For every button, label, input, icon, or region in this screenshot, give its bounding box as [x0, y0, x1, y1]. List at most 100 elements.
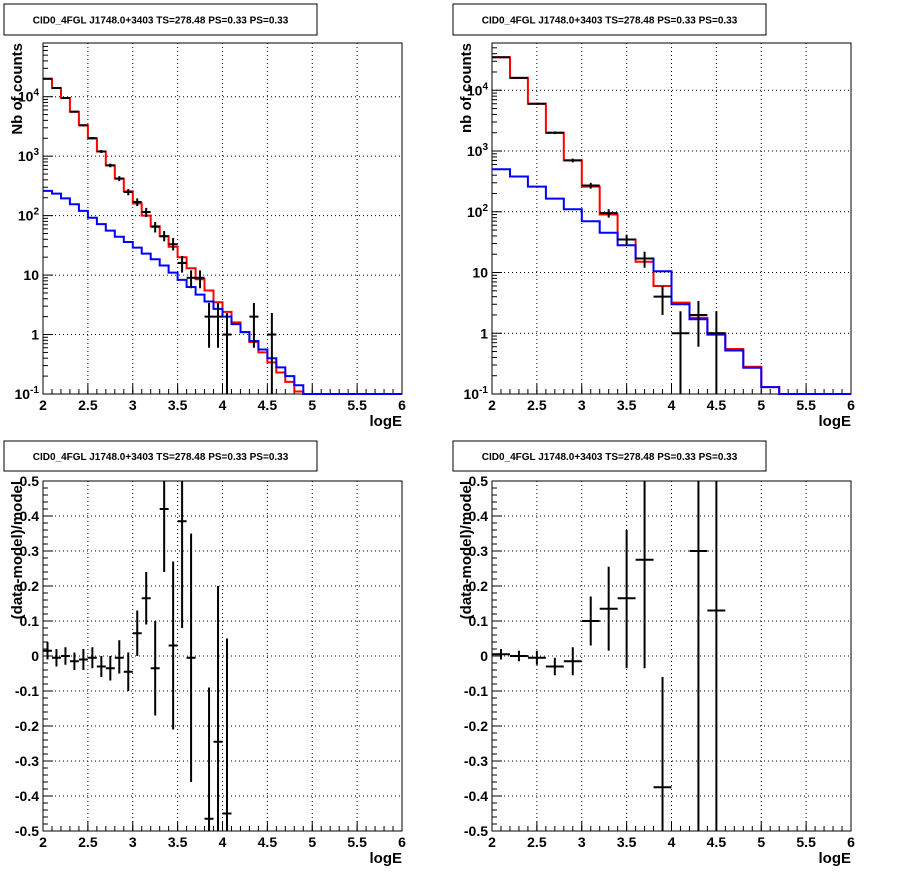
data-point [168, 561, 178, 730]
x-tick-label: 4.5 [707, 397, 727, 413]
data-point [204, 687, 214, 831]
data-point [78, 124, 88, 127]
y-tick-label: 0.5 [469, 473, 489, 489]
x-tick-label: 4 [668, 834, 676, 850]
chart-title: CID0_4FGL J1748.0+3403 TS=278.48 PS=0.33… [482, 16, 738, 27]
chart-title: CID0_4FGL J1748.0+3403 TS=278.48 PS=0.33… [33, 452, 289, 463]
data-point [222, 313, 232, 394]
data-point [105, 656, 115, 681]
x-tick-label: 6 [398, 834, 406, 850]
y-tick-label: 0.1 [20, 613, 40, 629]
x-tick-label: 4.5 [258, 834, 278, 850]
data-point [186, 270, 196, 289]
data-point [186, 533, 196, 782]
data-point [267, 313, 277, 394]
title-box [3, 440, 318, 472]
x-tick-label: 2 [39, 397, 47, 413]
data-point [222, 638, 232, 831]
x-tick-label: 6 [847, 397, 855, 413]
model-step-line-1 [43, 77, 402, 395]
y-axis-label: (data-model)/model [458, 481, 475, 619]
y-axis-label: (data-model)/model [9, 481, 26, 619]
x-tick-label: 2.5 [527, 834, 547, 850]
data-point [159, 231, 169, 242]
x-tick-label: 3.5 [617, 397, 637, 413]
model-step-line-2 [43, 189, 402, 395]
title-box [3, 3, 318, 36]
x-tick-label: 4 [668, 397, 676, 413]
y-tick-label: 104 [18, 88, 40, 105]
chart-panel-2: 2 2.5 3 3.5 4 4.5 5 5.5 6 10-1 1 10 102 103 104 CID0_4F… [452, 3, 855, 430]
y-tick-label: 10-1 [464, 385, 489, 402]
data-point [114, 176, 124, 182]
data-point [527, 650, 546, 665]
data-point [617, 234, 636, 246]
title-box [452, 3, 767, 36]
data-point [563, 158, 582, 163]
y-tick-label: 10 [23, 267, 39, 283]
data-point [96, 149, 106, 154]
data-point [509, 76, 528, 79]
x-tick-label: 4 [219, 834, 227, 850]
x-tick-label: 5.5 [796, 397, 816, 413]
x-tick-label: 6 [398, 397, 406, 413]
x-tick-label: 4 [219, 397, 227, 413]
y-tick-label: 0.2 [20, 578, 40, 594]
x-tick-label: 4.5 [258, 397, 278, 413]
data-point [69, 652, 79, 670]
x-tick-label: 5 [308, 834, 316, 850]
data-point [51, 649, 61, 667]
data-point [635, 251, 654, 268]
data-point [545, 657, 564, 676]
data-point [60, 97, 70, 100]
y-tick-label: 0.4 [469, 508, 489, 524]
x-tick-label: 5 [757, 834, 765, 850]
y-tick-label: -0.4 [464, 788, 488, 804]
x-tick-label: 2 [488, 397, 496, 413]
x-tick-label: 2 [488, 834, 496, 850]
chart-panel-4: 2 2.5 3 3.5 4 4.5 5 5.5 6 -0.5 -0.4 -0.3 -0.2 -0.1 0 0.… [452, 440, 855, 867]
data-point [132, 198, 142, 207]
data-point [87, 647, 97, 669]
x-axis-label: logE [370, 413, 403, 430]
x-axis-label: logE [819, 413, 852, 430]
data-point [96, 656, 106, 677]
data-point [545, 131, 564, 135]
data-point [213, 586, 223, 831]
data-point [114, 640, 124, 674]
x-tick-label: 2.5 [527, 397, 547, 413]
y-axis-label: Nb of counts [9, 43, 26, 135]
x-axis-label: logE [370, 850, 403, 867]
data-point [617, 530, 636, 669]
x-tick-label: 5.5 [347, 397, 367, 413]
title-box [452, 440, 767, 472]
x-tick-label: 5 [308, 397, 316, 413]
y-tick-label: 0 [480, 648, 488, 664]
y-tick-label: -0.1 [464, 683, 488, 699]
data-point [707, 481, 726, 831]
data-point [159, 481, 169, 572]
y-tick-label: -0.5 [464, 823, 488, 839]
data-point [60, 647, 70, 665]
data-point [69, 110, 79, 113]
data-point [509, 650, 528, 662]
y-tick-label: -0.4 [15, 788, 39, 804]
chart-panel-3: 2 2.5 3 3.5 4 4.5 5 5.5 6 -0.5 -0.4 -0.3 -0.2 -0.1 0 0.… [3, 440, 406, 867]
x-tick-label: 2.5 [78, 834, 98, 850]
data-point [123, 189, 133, 196]
data-point [689, 481, 708, 831]
data-point [51, 87, 61, 90]
y-axis-label: nb of counts [458, 43, 475, 133]
data-point [177, 481, 187, 628]
data-point [168, 238, 178, 251]
x-tick-label: 3 [129, 834, 137, 850]
y-tick-label: 102 [18, 207, 40, 224]
y-tick-label: 1 [31, 327, 39, 343]
y-tick-label: 0.3 [469, 543, 489, 559]
chart-title: CID0_4FGL J1748.0+3403 TS=278.48 PS=0.33… [482, 452, 738, 463]
data-point [213, 302, 223, 348]
x-tick-label: 4.5 [707, 834, 727, 850]
x-tick-label: 3 [129, 397, 137, 413]
data-point [132, 610, 142, 656]
